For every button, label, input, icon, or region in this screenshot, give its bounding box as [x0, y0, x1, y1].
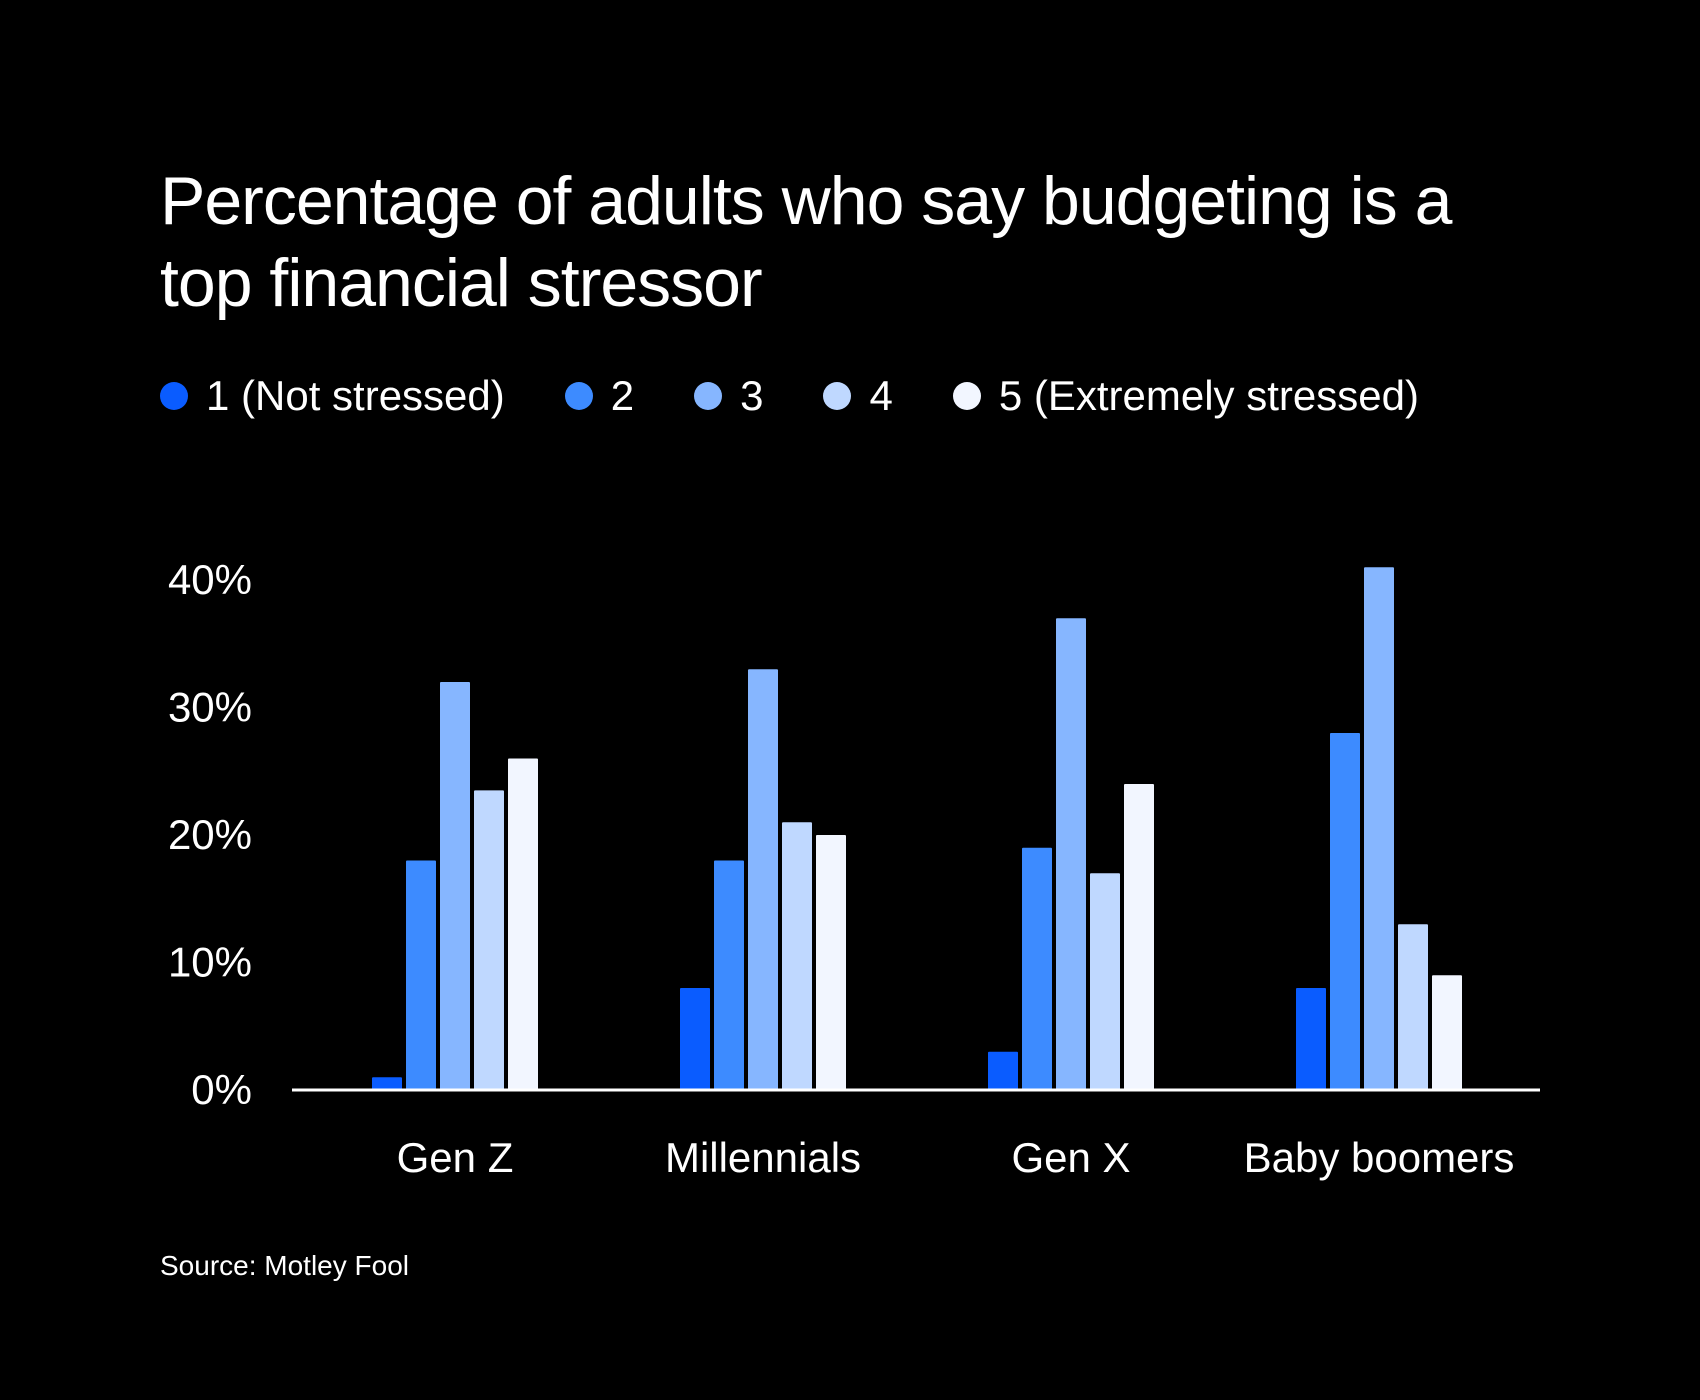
bar-gen-x-series-4: [1090, 873, 1120, 1090]
legend-item-2: 2: [564, 372, 635, 420]
legend-dot-icon: [564, 382, 593, 410]
legend: 1 (Not stressed) 2 3 4 5 (Extremely stre…: [160, 372, 1419, 420]
legend-item-4: 4: [823, 372, 893, 420]
x-tick-label: Baby boomers: [1244, 1134, 1515, 1181]
legend-label: 2: [610, 372, 635, 419]
bar-gen-x-series-2: [1022, 847, 1052, 1090]
chart-title: Percentage of adults who say budgeting i…: [160, 163, 1452, 321]
bar-gen-z-series-4: [474, 790, 504, 1090]
legend-dot-icon: [823, 382, 852, 410]
legend-dot-icon: [952, 382, 981, 410]
y-tick-label: 20%: [168, 811, 252, 858]
bar-gen-z-series-2: [406, 860, 436, 1090]
legend-dot-icon: [160, 382, 188, 410]
y-tick-label: 40%: [168, 556, 252, 603]
x-tick-label: Gen X: [1011, 1134, 1130, 1181]
bar-millennials-series-1: [680, 988, 710, 1090]
y-tick-label: 10%: [168, 939, 252, 986]
bar-gen-z-series-1: [372, 1077, 402, 1090]
legend-item-3: 3: [694, 372, 763, 420]
bar-gen-z-series-3: [440, 682, 470, 1090]
legend-label: 3: [740, 372, 764, 419]
legend-item-5: 5 (Extremely stressed): [952, 372, 1419, 420]
bar-gen-x-series-3: [1056, 618, 1086, 1090]
bar-gen-x-series-1: [988, 1051, 1018, 1090]
bar-millennials-series-3: [748, 669, 778, 1090]
bar-baby-boomers-series-2: [1330, 733, 1360, 1090]
x-tick-label: Gen Z: [397, 1134, 514, 1181]
y-tick-label: 0%: [191, 1066, 252, 1113]
source-note: Source: Motley Fool: [160, 1250, 409, 1281]
legend-label: 1 (Not stressed): [206, 372, 505, 419]
bar-millennials-series-5: [816, 835, 846, 1090]
x-tick-label: Millennials: [665, 1134, 861, 1181]
bar-millennials-series-4: [782, 822, 812, 1090]
legend-item-1: 1 (Not stressed): [160, 372, 505, 420]
legend-label: 4: [869, 372, 893, 419]
bar-baby-boomers-series-1: [1296, 988, 1326, 1090]
y-tick-label: 30%: [168, 684, 252, 731]
bar-gen-x-series-5: [1124, 784, 1154, 1090]
bar-millennials-series-2: [714, 860, 744, 1090]
legend-dot-icon: [694, 382, 723, 410]
bar-baby-boomers-series-3: [1364, 567, 1394, 1090]
bar-baby-boomers-series-5: [1432, 975, 1462, 1090]
legend-label: 5 (Extremely stressed): [998, 372, 1419, 419]
bar-gen-z-series-5: [508, 758, 538, 1090]
bar-baby-boomers-series-4: [1398, 924, 1428, 1090]
